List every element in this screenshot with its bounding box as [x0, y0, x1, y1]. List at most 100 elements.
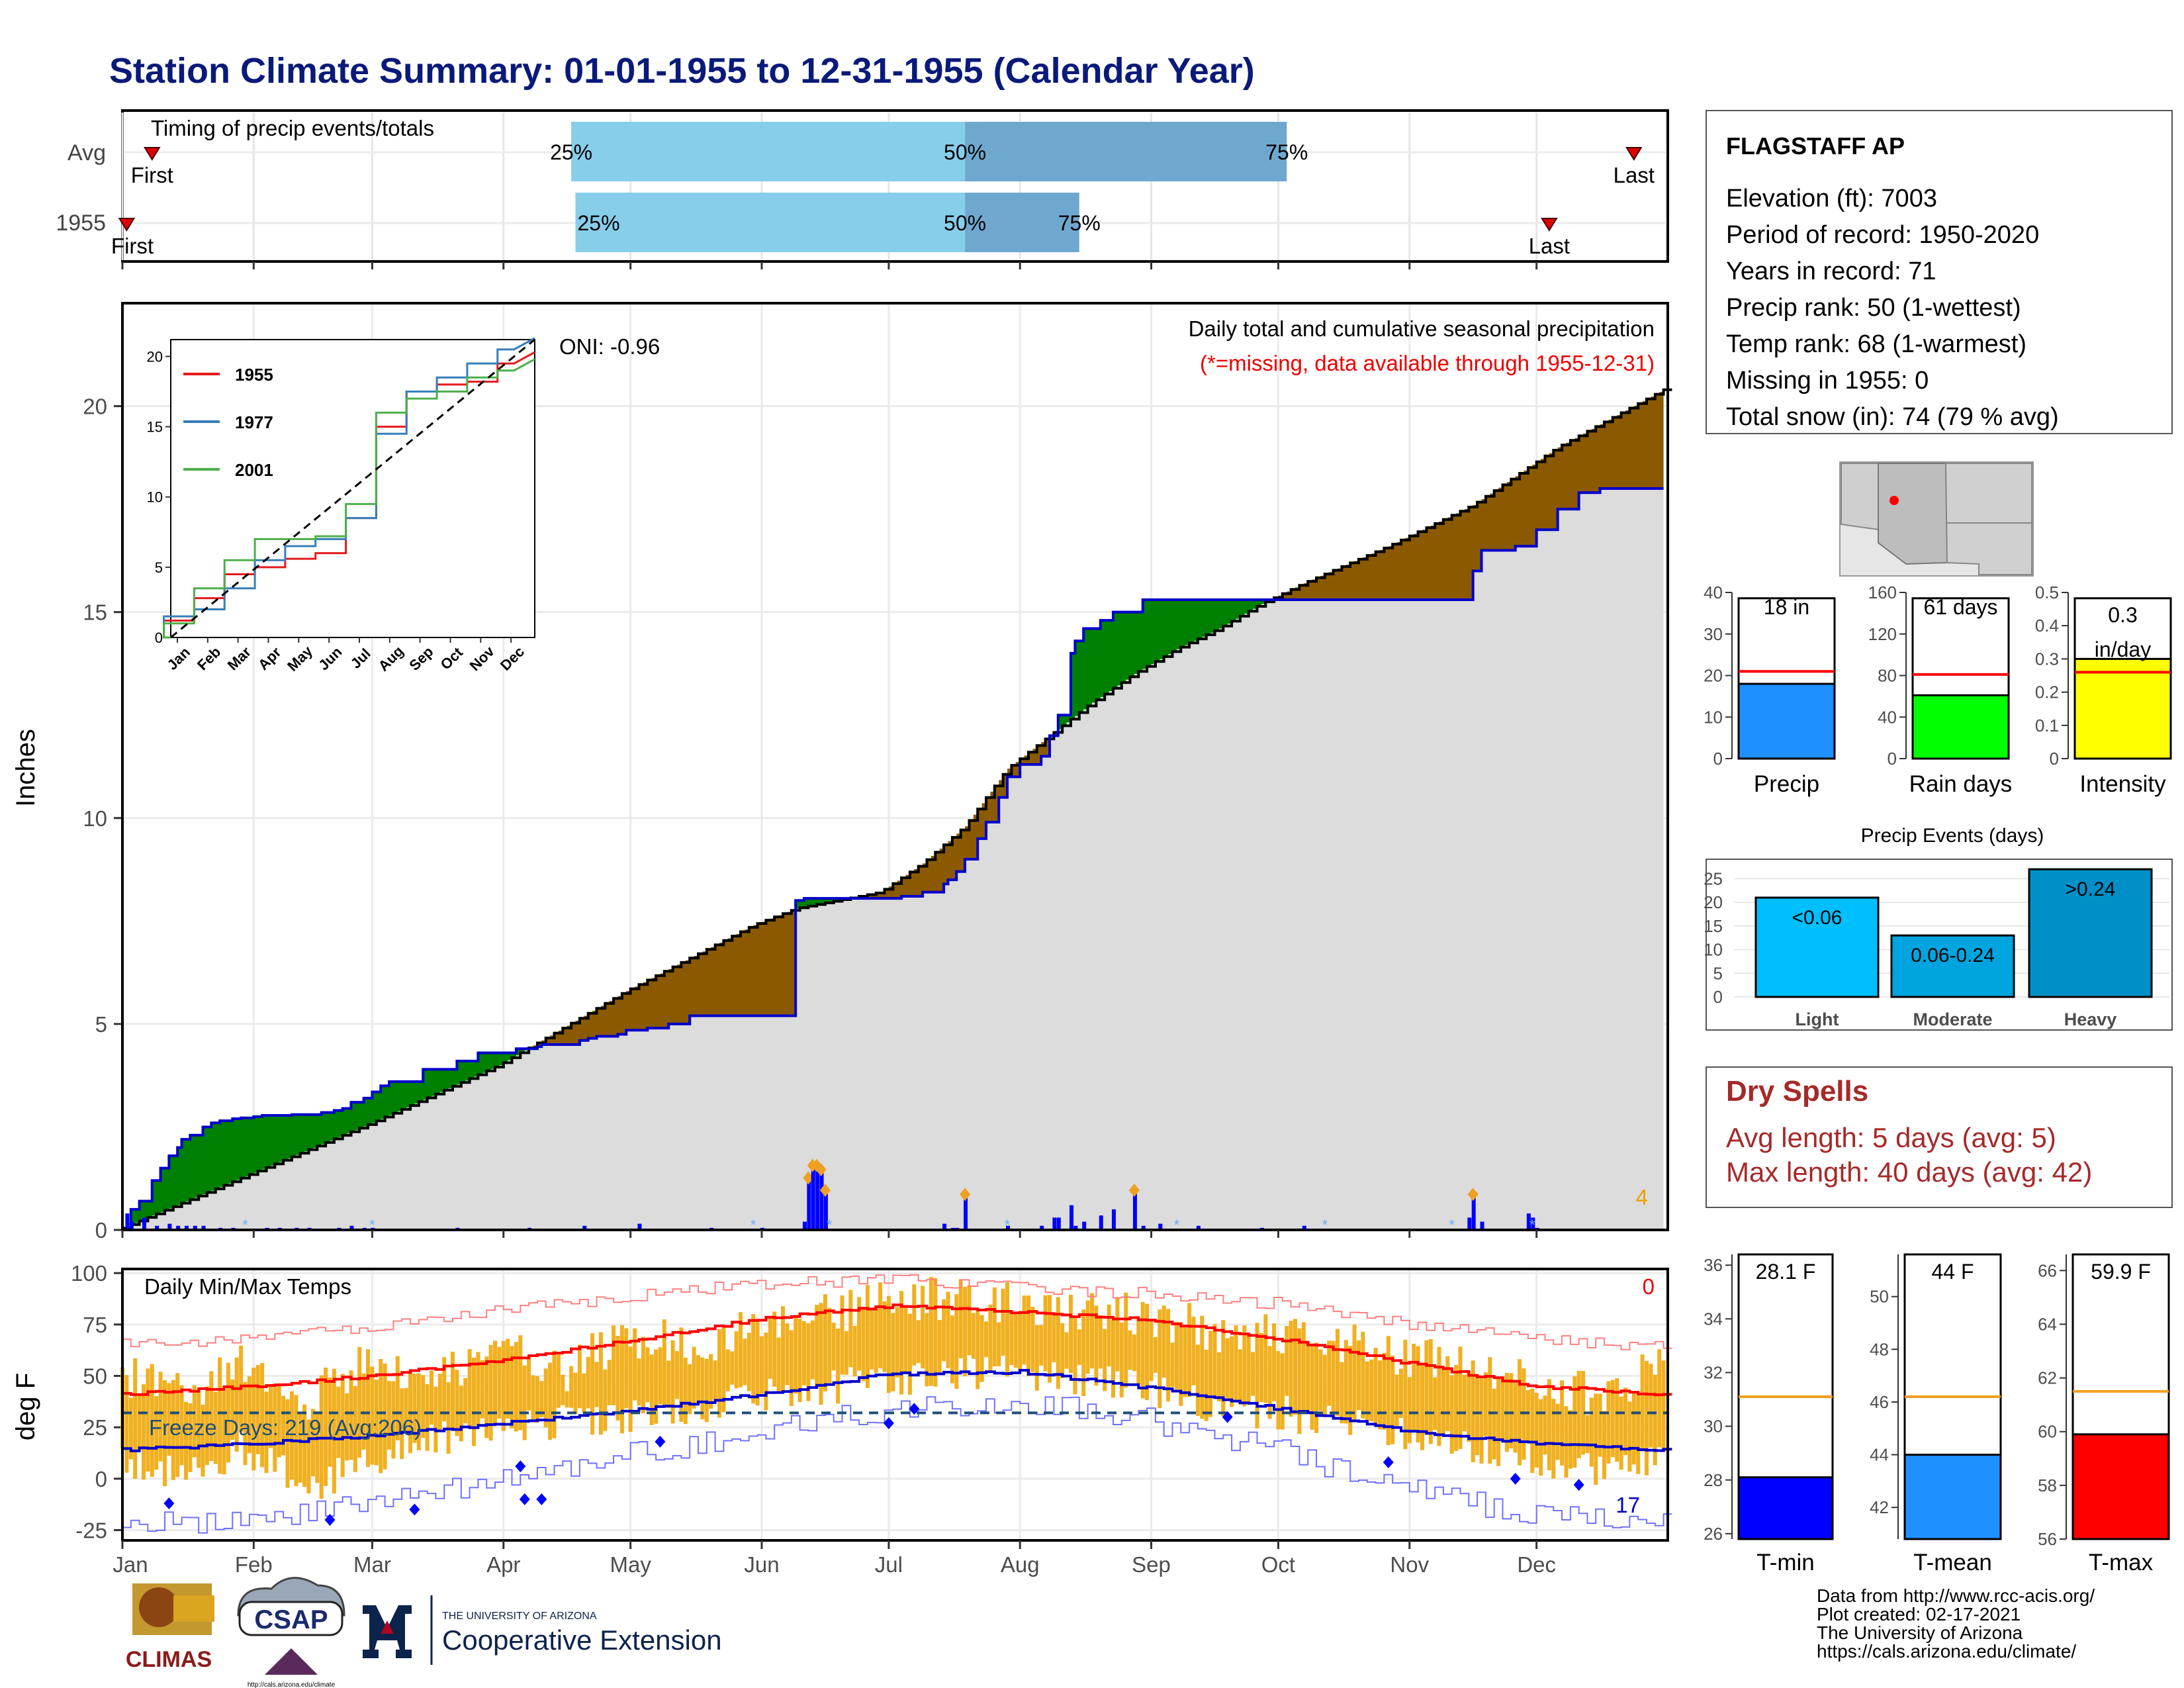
- precip-y-axis-title: Inches: [11, 729, 40, 807]
- small-bar-value-label: in/day: [2095, 637, 2151, 661]
- temp-bar-tick-label: 30: [1704, 1417, 1723, 1436]
- month-label: Jun: [744, 1552, 779, 1577]
- precip-y-tick-label: 10: [83, 806, 107, 831]
- daily-precip-bar: [1141, 1225, 1146, 1230]
- events-bar-label: <0.06: [1792, 907, 1843, 929]
- small-bar-tick-label: 0.4: [2035, 616, 2059, 635]
- daily-precip-bar: [1111, 1209, 1116, 1230]
- station-period: Period of record: 1950-2020: [1726, 221, 2039, 249]
- daily-precip-bar: [819, 1172, 824, 1230]
- csap-url: http://cals.arizona.edu/climate: [248, 1681, 336, 1688]
- precip-y-tick-label: 5: [95, 1012, 107, 1037]
- daily-precip-bar: [129, 1221, 134, 1230]
- cumulative-base-area: [122, 489, 1664, 1230]
- daily-precip-bar: [964, 1197, 968, 1230]
- record-low-marker: [1383, 1456, 1394, 1468]
- timing-p50-label: 50%: [944, 211, 986, 235]
- timing-p75-label: 75%: [1058, 211, 1101, 235]
- daily-precip-bar: [582, 1225, 587, 1230]
- first-event-label: First: [131, 163, 173, 187]
- timing-row-avg-label: Avg: [68, 140, 106, 165]
- events-bar-label: 0.06-0.24: [1911, 945, 1995, 966]
- temp-bar-value-label: 28.1 F: [1756, 1260, 1816, 1284]
- daily-precip-bar: [1302, 1225, 1306, 1230]
- precip-corner-count: 4: [1636, 1185, 1648, 1209]
- small-bar-category-label: Rain days: [1909, 771, 2013, 797]
- temp-y-tick-label: 50: [83, 1364, 107, 1389]
- snow-marker: *: [1322, 1217, 1328, 1233]
- daily-precip-bar: [802, 1221, 807, 1230]
- precip-events-title: Precip Events (days): [1861, 825, 2044, 847]
- record-low-marker: [1222, 1411, 1233, 1423]
- ua-logo: THE UNIVERSITY OF ARIZONA Cooperative Ex…: [363, 1595, 722, 1665]
- temp-bar-tick-label: 64: [2038, 1314, 2057, 1334]
- daily-precip-bar: [823, 1193, 828, 1230]
- precip-caption: Daily total and cumulative seasonal prec…: [1189, 316, 1655, 341]
- month-label: Aug: [1001, 1552, 1040, 1577]
- precip-y-tick-label: 0: [95, 1218, 107, 1243]
- daily-precip-bar: [637, 1223, 642, 1230]
- inset-y-tick-label: 15: [147, 419, 163, 436]
- temp-y-axis-title: deg F: [11, 1373, 40, 1440]
- small-bar-Intensity: [2073, 657, 2172, 760]
- station-precip-rank: Precip rank: 50 (1-wettest): [1726, 294, 2021, 322]
- oni-label: ONI: -0.96: [559, 334, 660, 359]
- events-bar-Light: [1754, 896, 1880, 998]
- daily-precip-bar: [1471, 1197, 1476, 1230]
- daily-precip-bar: [815, 1168, 820, 1230]
- daily-precip-bar: [193, 1225, 197, 1230]
- small-bar-tick-label: 0.2: [2035, 682, 2059, 702]
- month-label: Dec: [1517, 1552, 1556, 1577]
- small-bar-value-label: 18 in: [1764, 595, 1809, 619]
- precip-events-content: 0 5 10 15 20 25 <0.06 Light 0.06-0.24 Moderate >0.…: [1704, 868, 2169, 1029]
- record-low-marker: [1510, 1472, 1521, 1485]
- daily-precip-bar: [1531, 1217, 1535, 1230]
- coop-extension-text: Cooperative Extension: [442, 1624, 722, 1656]
- timing-bar-25-50: [571, 122, 966, 181]
- small-bar-tick-label: 20: [1704, 666, 1723, 686]
- daily-precip-bar: [811, 1168, 815, 1230]
- credit-university: The University of Arizona: [1817, 1622, 2023, 1643]
- temp-y-tick-label: 100: [71, 1261, 107, 1286]
- heavy-precip-marker: [1128, 1184, 1140, 1197]
- temp-bar-tick-label: 34: [1704, 1309, 1723, 1329]
- inset-series-2001: [163, 358, 535, 639]
- record-low-marker: [1573, 1479, 1584, 1491]
- month-label: Mar: [353, 1552, 391, 1577]
- temp-bar-T-max: [2071, 1433, 2170, 1540]
- temp-bar-charts: 26 28 30 32 34 36 28.1 F T-min 42 44 46 48 50 44 F T-m…: [1704, 1253, 2170, 1575]
- daily-precip-bar: [349, 1225, 354, 1230]
- locator-map: [1839, 461, 2034, 577]
- dry-spells-max: Max length: 40 days (avg: 42): [1726, 1156, 2092, 1188]
- temp-bar-category-label: T-max: [2089, 1550, 2154, 1575]
- precip-daily-bars: * * * * * * * * *: [125, 1158, 1539, 1233]
- timing-panel: 25% 50% 75% First Last 25% 50% 75% First Last Tim…: [56, 109, 1669, 269]
- record-low-marker: [519, 1493, 530, 1505]
- last-event-marker: [1625, 147, 1643, 161]
- temp-bar-tick-label: 36: [1704, 1255, 1723, 1275]
- inset-series-1955: [163, 351, 535, 639]
- daily-precip-bar: [1069, 1205, 1073, 1230]
- climas-logo-text: CLIMAS: [126, 1647, 212, 1672]
- small-bar-tick-label: 0: [1888, 749, 1897, 769]
- small-bar-charts: 0 10 20 30 40 18 in Precip 0 40 80 120 160 61 days Ra…: [1704, 583, 2172, 797]
- daily-precip-bar: [1082, 1221, 1087, 1230]
- precip-panel: * * * * * * * * * 0 5 10 15 20 Inches ONI: -0.96 Dai…: [11, 302, 1672, 1243]
- timing-bar-50-75: [965, 122, 1287, 181]
- small-bar-tick-label: 40: [1704, 583, 1723, 602]
- csap-logo-text: CSAP: [254, 1605, 328, 1634]
- events-tick-label: 25: [1704, 868, 1723, 888]
- daily-precip-bar: [1132, 1193, 1137, 1230]
- small-bar-tick-label: 10: [1704, 707, 1723, 727]
- record-low-marker: [324, 1513, 336, 1526]
- daily-precip-bar: [1526, 1213, 1531, 1230]
- heavy-precip-marker: [1467, 1188, 1479, 1201]
- last-event-marker: [1541, 218, 1558, 232]
- snow-marker: *: [1529, 1217, 1535, 1233]
- small-bar-tick-label: 0.5: [2035, 583, 2059, 602]
- temp-bar-T-min: [1737, 1476, 1834, 1540]
- daily-precip-bar: [1480, 1221, 1484, 1230]
- small-bar-tick-label: 0: [1713, 749, 1723, 769]
- events-bar-Moderate: [1890, 934, 2015, 998]
